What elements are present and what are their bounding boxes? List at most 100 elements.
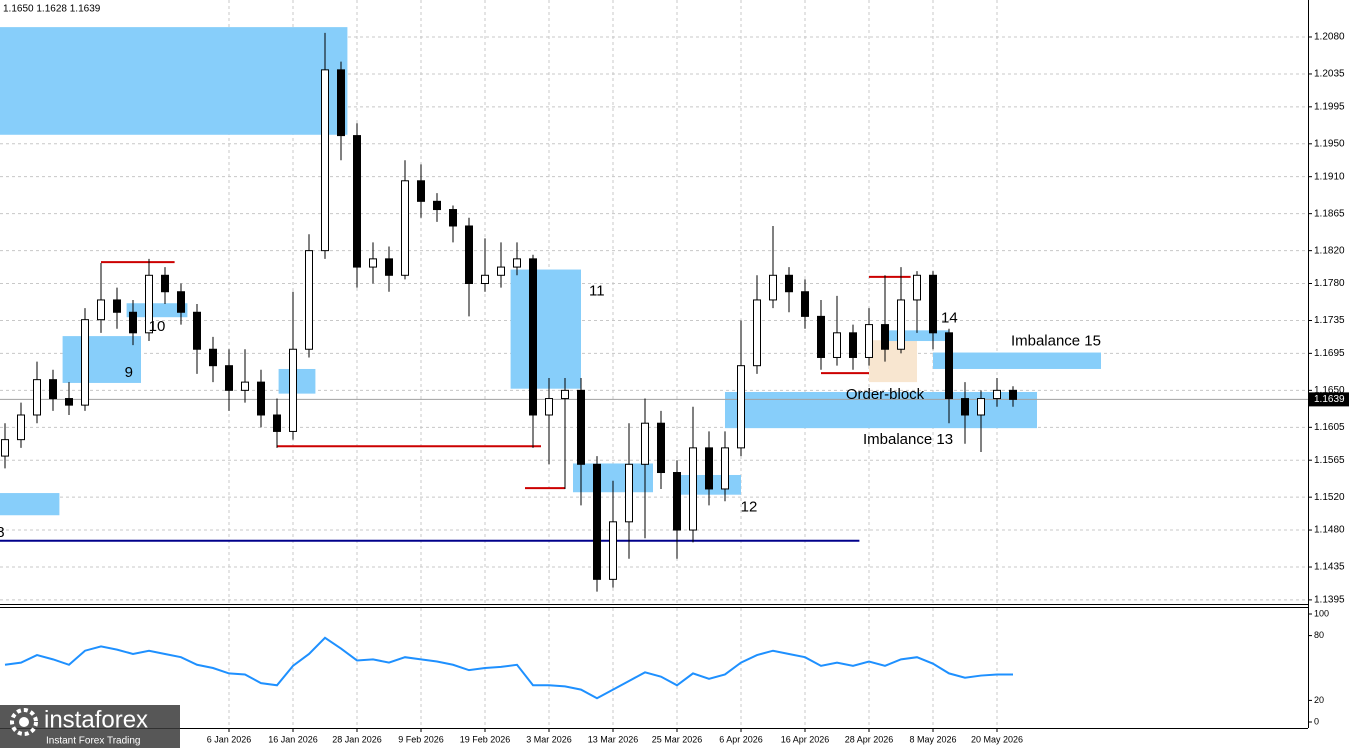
- y-tick-label: 1.1695: [1314, 348, 1345, 359]
- candle-body: [977, 398, 985, 416]
- candle-body: [17, 414, 25, 441]
- osc-tick-label: 0: [1314, 716, 1319, 726]
- watermark-name: instaforex: [44, 706, 148, 733]
- zone-label: 11: [589, 283, 605, 300]
- candle-body: [961, 398, 969, 416]
- candle-body: [849, 332, 857, 358]
- y-tick-label: 1.1735: [1314, 315, 1345, 326]
- candle-body: [97, 299, 105, 321]
- candle-body: [705, 447, 713, 490]
- zone-label: Imbalance 13: [863, 431, 953, 448]
- candle-body: [193, 311, 201, 350]
- candle-body: [337, 69, 345, 137]
- candle-body: [577, 389, 585, 465]
- x-tick-label: 19 Feb 2026: [460, 734, 511, 744]
- last-price-label: 1.1639: [1314, 394, 1345, 405]
- zone: [510, 269, 581, 389]
- x-tick-label: 3 Mar 2026: [526, 734, 572, 744]
- candle-body: [929, 274, 937, 334]
- candle-body: [785, 274, 793, 293]
- y-tick-label: 1.1565: [1314, 455, 1345, 466]
- candle-body: [993, 389, 1001, 400]
- y-tick-label: 1.1910: [1314, 171, 1345, 182]
- x-tick-label: 9 Feb 2026: [398, 734, 444, 744]
- candle-body: [897, 299, 905, 350]
- candle-body: [737, 365, 745, 449]
- candle-body: [289, 348, 297, 432]
- zone: [885, 330, 949, 342]
- y-tick-label: 1.1820: [1314, 245, 1345, 256]
- candle-body: [545, 398, 553, 416]
- watermark-gear-hub: [19, 717, 29, 727]
- osc-tick-label: 100: [1314, 608, 1329, 618]
- candle-body: [225, 365, 233, 391]
- candle-body: [481, 274, 489, 285]
- zone-label: 12: [741, 499, 758, 516]
- candle-body: [401, 180, 409, 276]
- candle-body: [1, 439, 9, 457]
- candle-body: [65, 398, 73, 406]
- candle-body: [449, 209, 457, 227]
- y-tick-label: 1.1435: [1314, 562, 1345, 573]
- osc-tick-label: 80: [1314, 630, 1324, 640]
- y-tick-label: 1.1520: [1314, 492, 1345, 503]
- candle-body: [305, 250, 313, 350]
- candle-body: [769, 274, 777, 301]
- candle-body: [689, 447, 697, 531]
- candle-body: [609, 521, 617, 580]
- candle-body: [753, 299, 761, 367]
- candle-body: [625, 463, 633, 523]
- candle-body: [945, 332, 953, 400]
- x-tick-label: 6 Apr 2026: [719, 734, 763, 744]
- osc-tick-label: 20: [1314, 695, 1324, 705]
- candle-body: [33, 379, 41, 416]
- y-tick-label: 1.1780: [1314, 278, 1345, 289]
- x-tick-label: 6 Jan 2026: [207, 734, 252, 744]
- candle-body: [321, 69, 329, 252]
- candle-body: [497, 266, 505, 276]
- x-tick-label: 20 May 2026: [971, 734, 1023, 744]
- candle-body: [673, 472, 681, 531]
- y-tick-label: 1.2080: [1314, 32, 1345, 43]
- y-tick-label: 1.1605: [1314, 422, 1345, 433]
- candle-body: [881, 324, 889, 350]
- candle-body: [817, 315, 825, 358]
- candle-body: [465, 225, 473, 285]
- candle-body: [113, 299, 121, 313]
- zone-label: 14: [941, 309, 958, 326]
- x-tick-label: 25 Mar 2026: [652, 734, 703, 744]
- candle-body: [657, 422, 665, 474]
- candle-body: [129, 311, 137, 334]
- y-tick-label: 1.1650: [1314, 385, 1345, 396]
- zone: [0, 27, 348, 135]
- zone: [62, 336, 141, 383]
- candle-body: [145, 274, 153, 334]
- candle-body: [561, 389, 569, 400]
- x-tick-label: 13 Mar 2026: [588, 734, 639, 744]
- y-tick-label: 1.2035: [1314, 69, 1345, 80]
- candle-body: [49, 379, 57, 400]
- zone-label: Imbalance 15: [1011, 333, 1101, 350]
- candle-body: [529, 258, 537, 416]
- watermark-tagline: Instant Forex Trading: [46, 736, 141, 747]
- last-price-tag: [1309, 392, 1349, 407]
- candle-body: [513, 258, 521, 268]
- x-tick-label: 28 Apr 2026: [845, 734, 894, 744]
- candle-body: [353, 135, 361, 268]
- candle-body: [865, 324, 873, 358]
- candle-body: [177, 291, 185, 313]
- candle-body: [1009, 389, 1017, 400]
- candle-body: [641, 422, 649, 465]
- y-tick-label: 1.1395: [1314, 595, 1345, 606]
- zone-label: 10: [149, 318, 166, 335]
- zone-label: 9: [125, 364, 133, 381]
- y-tick-label: 1.1995: [1314, 101, 1345, 112]
- candle-body: [385, 258, 393, 276]
- candle-body: [721, 447, 729, 490]
- zone: [126, 303, 188, 318]
- candle-body: [417, 180, 425, 202]
- watermark: instaforex Instant Forex Trading: [0, 705, 180, 748]
- candle-body: [209, 348, 217, 367]
- candle-body: [913, 274, 921, 301]
